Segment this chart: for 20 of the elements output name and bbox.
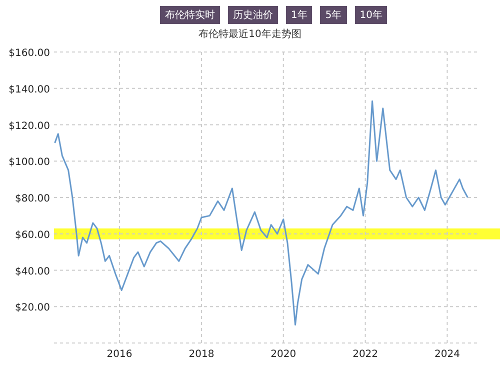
y-tick-label: $120.00 bbox=[8, 120, 50, 132]
y-tick-label: $160.00 bbox=[8, 48, 50, 59]
chart-title: 布伦特最近10年走势图 bbox=[198, 28, 302, 40]
y-tick-label: $100.00 bbox=[8, 157, 50, 168]
x-tick-label: 2016 bbox=[106, 349, 132, 360]
text: 历史油价 bbox=[228, 6, 278, 24]
x-tick-label: 2024 bbox=[434, 349, 460, 360]
text: 10年 bbox=[354, 6, 388, 24]
text: 布伦特实时 bbox=[160, 6, 220, 24]
x-tick-label: 2022 bbox=[352, 349, 378, 360]
y-tick-label: $40.00 bbox=[15, 266, 50, 278]
y-tick-label: $140.00 bbox=[8, 84, 50, 96]
line-series bbox=[54, 100, 468, 326]
text: 1年 bbox=[286, 6, 312, 24]
x-tick-label: 2020 bbox=[270, 349, 296, 360]
y-tick-label: $80.00 bbox=[15, 194, 50, 204]
y-tick-label: $60.00 bbox=[15, 230, 50, 241]
text: 5年 bbox=[320, 6, 347, 24]
y-tick-label: $20.00 bbox=[15, 302, 50, 314]
x-tick-label: 2018 bbox=[188, 349, 214, 360]
